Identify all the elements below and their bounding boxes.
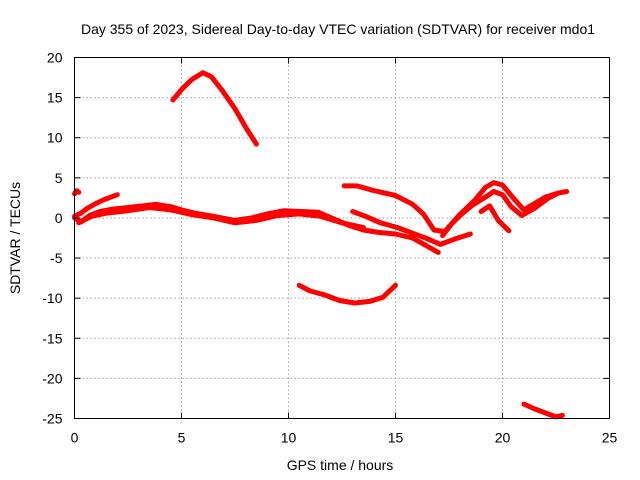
y-axis-label: SDTVAR / TECUs: [7, 182, 23, 294]
y-tick-label: 10: [47, 130, 63, 146]
y-tick-label: -5: [50, 250, 63, 266]
series-line-arc-9: [440, 189, 561, 239]
axis-ticks: 0 5 10 15 20 25 20 15 10 5 0 -5 -10 -15 -20 -25: [42, 50, 617, 446]
series-line-arc-2: [72, 192, 120, 219]
y-tick-label: -10: [42, 290, 62, 306]
x-tick-label: 10: [281, 430, 297, 446]
series-line-arc-1: [72, 188, 82, 197]
y-tick-label: -20: [42, 370, 62, 386]
x-axis-label: GPS time / hours: [287, 457, 394, 473]
y-tick-label: 20: [47, 50, 63, 66]
series-line-arc-7: [341, 180, 570, 235]
series-line-arc-3: [72, 201, 441, 255]
y-tick-label: 15: [47, 90, 63, 106]
series-line-arc-6: [296, 282, 398, 306]
x-tick-label: 0: [71, 430, 79, 446]
series-line-arc-4: [76, 205, 366, 231]
x-tick-label: 20: [495, 430, 511, 446]
series-line-arc-10: [478, 203, 512, 234]
series-line-arc-8: [350, 209, 473, 247]
data-series: [72, 70, 570, 420]
grid-lines: [74, 57, 610, 419]
chart-title: Day 355 of 2023, Sidereal Day-to-day VTE…: [81, 21, 595, 37]
y-tick-label: -25: [42, 411, 62, 427]
x-tick-label: 5: [178, 430, 186, 446]
y-tick-label: 5: [55, 170, 63, 186]
series-line-arc-11: [521, 401, 565, 420]
y-tick-label: 0: [55, 210, 63, 226]
x-tick-label: 15: [388, 430, 404, 446]
y-tick-label: -15: [42, 330, 62, 346]
series-line-arc-5: [170, 70, 259, 147]
x-tick-label: 25: [602, 430, 618, 446]
plot-frame: [74, 57, 610, 419]
